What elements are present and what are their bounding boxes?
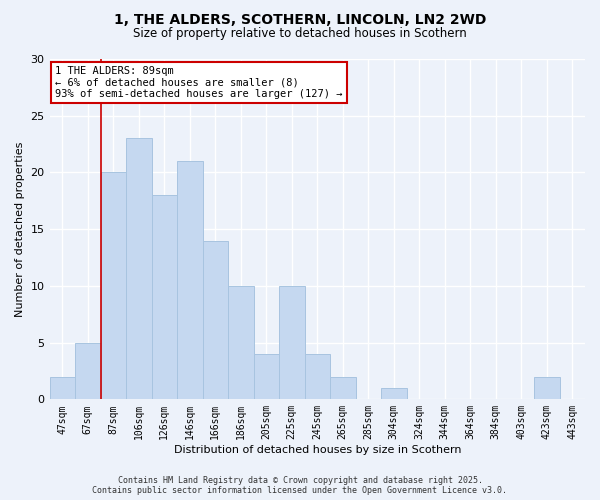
Bar xyxy=(381,388,407,400)
X-axis label: Distribution of detached houses by size in Scothern: Distribution of detached houses by size … xyxy=(173,445,461,455)
Bar xyxy=(126,138,152,400)
Bar xyxy=(279,286,305,400)
Bar xyxy=(228,286,254,400)
Bar xyxy=(534,376,560,400)
Text: 1, THE ALDERS, SCOTHERN, LINCOLN, LN2 2WD: 1, THE ALDERS, SCOTHERN, LINCOLN, LN2 2W… xyxy=(114,12,486,26)
Text: 1 THE ALDERS: 89sqm
← 6% of detached houses are smaller (8)
93% of semi-detached: 1 THE ALDERS: 89sqm ← 6% of detached hou… xyxy=(55,66,343,99)
Text: Size of property relative to detached houses in Scothern: Size of property relative to detached ho… xyxy=(133,28,467,40)
Bar xyxy=(305,354,330,400)
Y-axis label: Number of detached properties: Number of detached properties xyxy=(15,142,25,317)
Bar xyxy=(177,161,203,400)
Bar xyxy=(203,240,228,400)
Bar xyxy=(75,342,101,400)
Bar xyxy=(254,354,279,400)
Bar xyxy=(152,195,177,400)
Bar xyxy=(50,376,75,400)
Bar xyxy=(330,376,356,400)
Text: Contains HM Land Registry data © Crown copyright and database right 2025.
Contai: Contains HM Land Registry data © Crown c… xyxy=(92,476,508,495)
Bar xyxy=(101,172,126,400)
